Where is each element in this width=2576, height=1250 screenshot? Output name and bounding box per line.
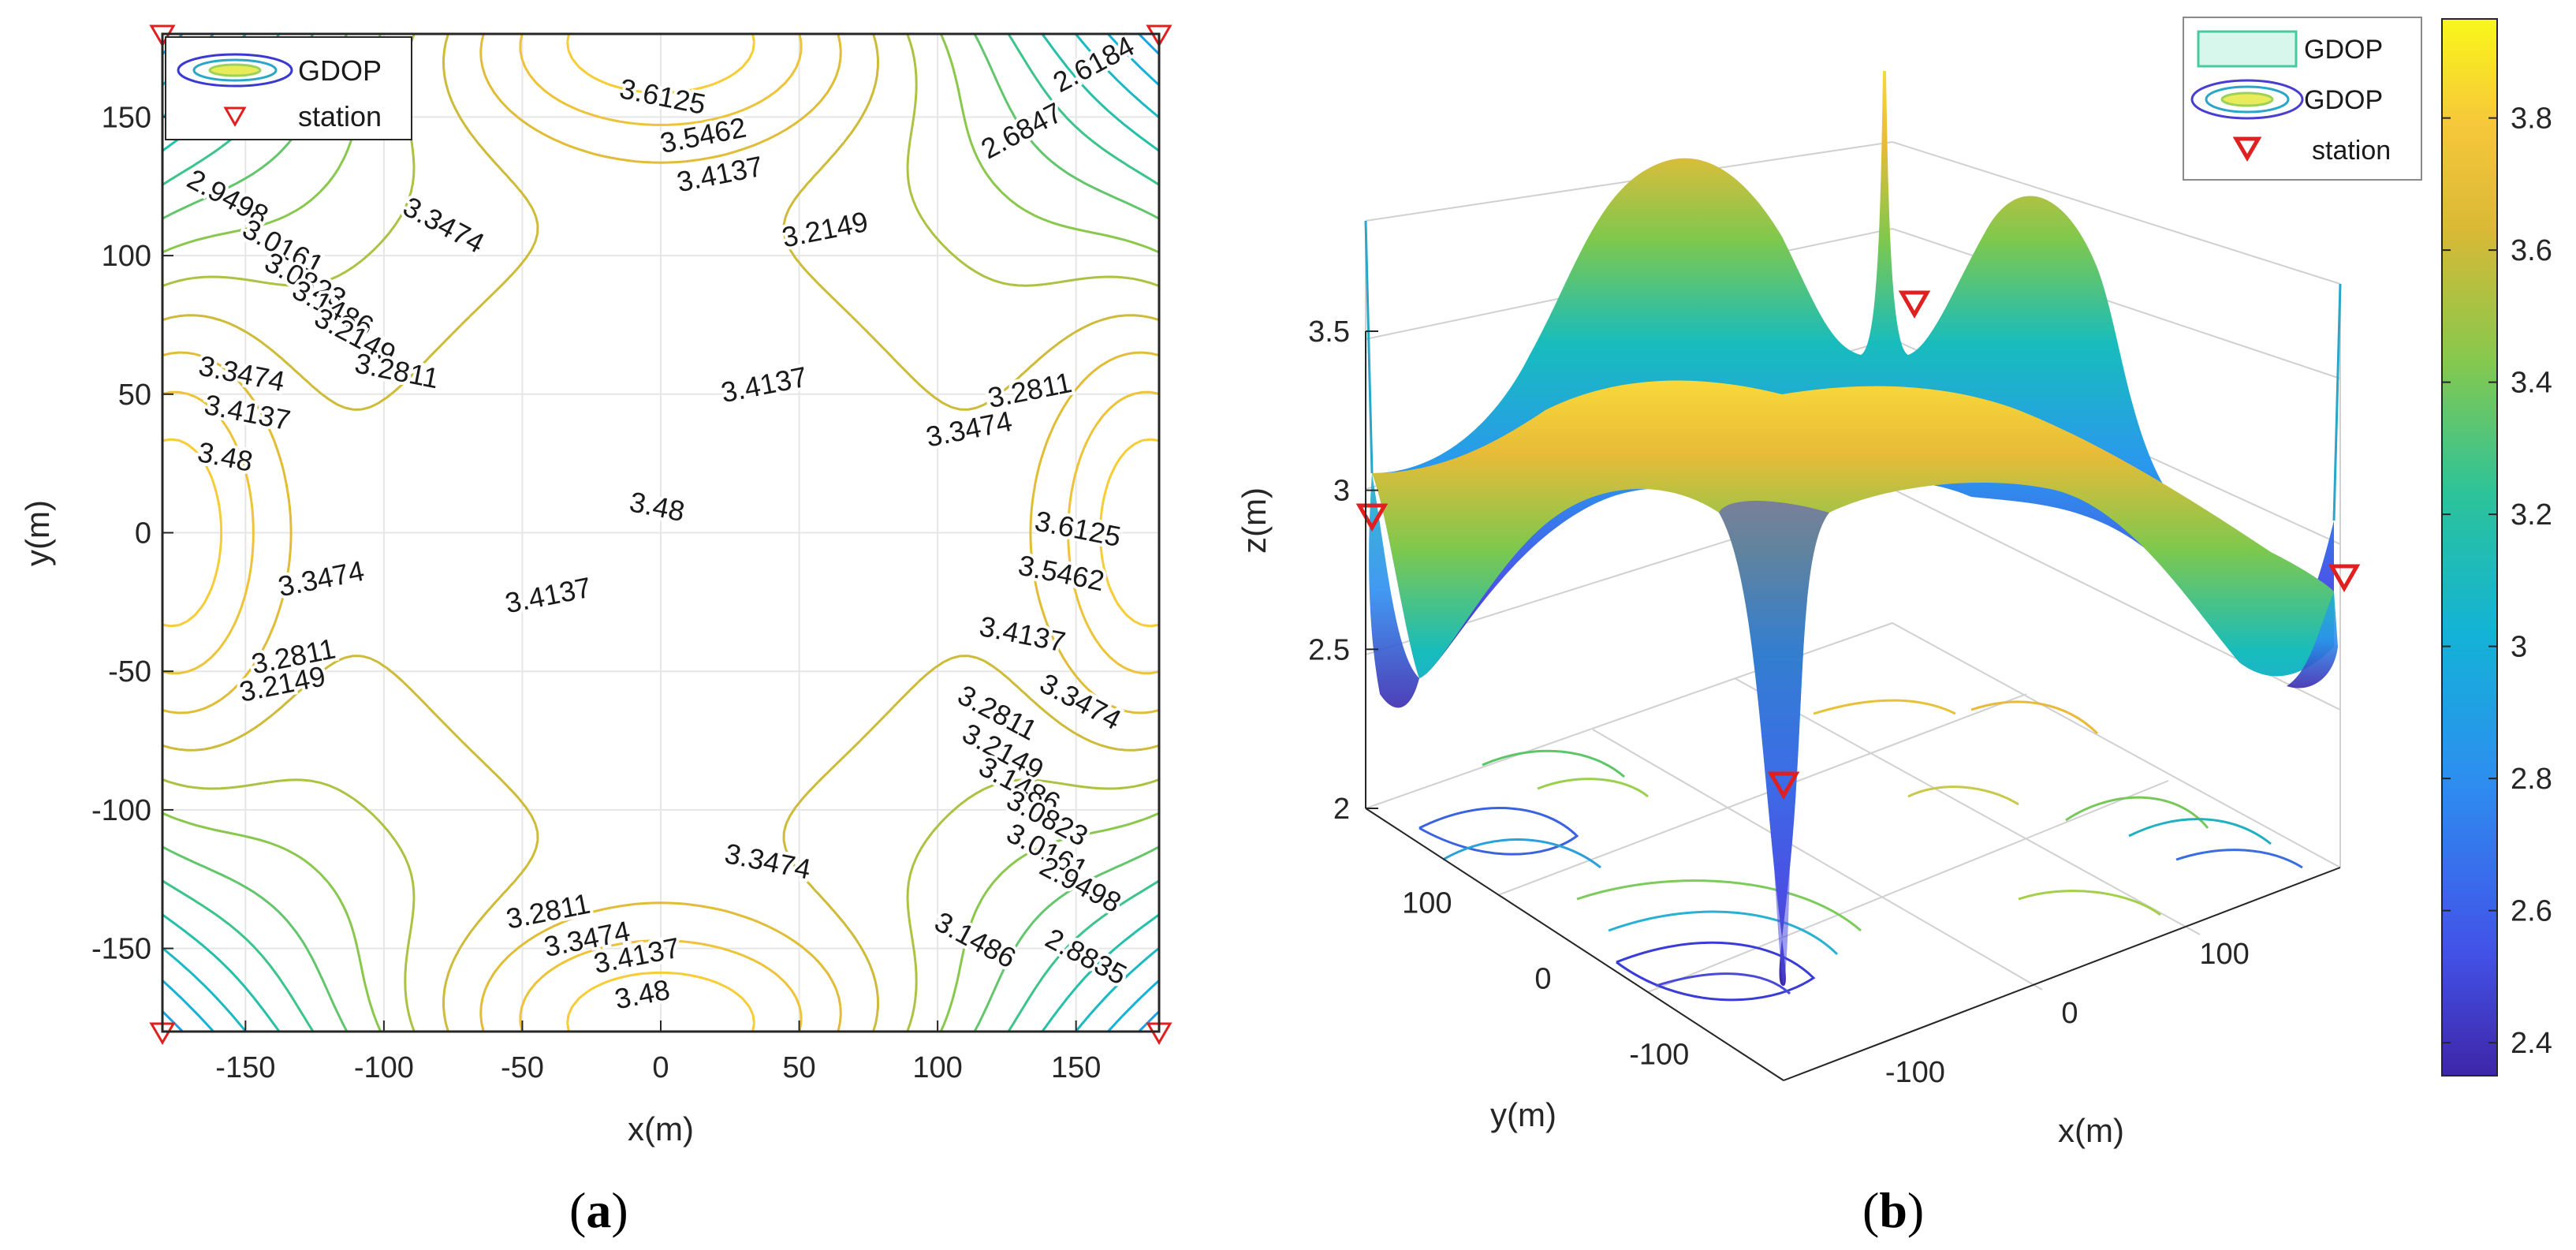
station-marker — [149, 24, 176, 47]
axes-3d-frame — [1365, 141, 2341, 1082]
y-tick-label-a: 100 — [102, 240, 151, 273]
legend-b-gdop-surface-label: GDOP — [2304, 35, 2383, 65]
colorbar-tick-label: 3.6 — [2511, 234, 2552, 267]
caption-a: (a) — [569, 1182, 628, 1238]
stations-b — [1355, 290, 2361, 800]
contour-line — [162, 34, 1159, 1032]
colorbar-tick-label: 2.4 — [2511, 1027, 2552, 1060]
legend-b-gdop-icon — [2190, 79, 2304, 120]
y-tick-label-a: -50 — [108, 655, 151, 688]
legend-b-station-icon — [2232, 136, 2262, 162]
x-tick-label-b: -100 — [1885, 1056, 1945, 1089]
z-tick-label-b: 3 — [1333, 475, 1350, 508]
z-tick-label-b: 2 — [1333, 793, 1350, 826]
legend-gdop-label: GDOP — [298, 54, 382, 87]
legend-b: GDOP GDOP station — [2183, 17, 2422, 181]
y-tick-label-a: -100 — [91, 794, 151, 827]
station-marker-3d — [1898, 290, 1931, 319]
legend-b-station-label: station — [2312, 136, 2391, 166]
contour-line — [162, 34, 1159, 1032]
x-tick-label-a: 150 — [1051, 1051, 1101, 1084]
x-tick-label-a: 100 — [912, 1051, 962, 1084]
floor-contours — [1418, 699, 2303, 1002]
colorbar-ticks: 2.4 2.6 2.8 3 3.2 3.4 3.6 3.8 — [2442, 103, 2552, 1060]
y-tick-label-b: 0 — [1534, 963, 1551, 996]
y-tick-label-a: 0 — [135, 517, 151, 550]
legend-gdop-icon — [177, 53, 293, 88]
y-tick-label-a: 50 — [118, 379, 151, 412]
y-tick-label-a: 150 — [102, 101, 151, 134]
ticks-b: 2 2.5 3 3.5 -100 0 100 -100 0 100 — [1308, 315, 2250, 1089]
z-tick-label-b: 3.5 — [1308, 315, 1350, 349]
station-marker — [1146, 24, 1172, 47]
colorbar-tick-label: 2.8 — [2511, 763, 2552, 796]
colorbar-tick-label: 3.4 — [2511, 367, 2552, 400]
y-tick-label-a: -150 — [91, 933, 151, 966]
x-tick-label-a: -100 — [354, 1051, 414, 1084]
legend-a: GDOP station — [165, 36, 412, 140]
x-tick-label-a: -50 — [501, 1051, 544, 1084]
caption-b: (b) — [1862, 1182, 1925, 1238]
station-marker-3d — [2328, 564, 2361, 593]
z-axis-label-b: z(m) — [1236, 487, 1273, 554]
colorbar-tick-label: 3.2 — [2511, 498, 2552, 532]
grid-a — [162, 34, 1159, 1032]
contour-line — [162, 34, 1159, 1032]
x-tick-label-a: 50 — [782, 1051, 815, 1084]
legend-surface-icon — [2197, 30, 2298, 68]
colorbar-tick-label: 3.8 — [2511, 103, 2552, 136]
y-axis-label-a: y(m) — [19, 500, 56, 566]
contour-line — [162, 34, 1159, 1032]
x-axis-label-a: x(m) — [628, 1110, 694, 1147]
colorbar-tick-label: 2.6 — [2511, 895, 2552, 928]
legend-b-gdop-contour-label: GDOP — [2304, 85, 2383, 115]
y-tick-label-b: 100 — [1402, 887, 1452, 920]
station-marker-3d — [1767, 771, 1800, 800]
z-tick-label-b: 2.5 — [1308, 633, 1350, 666]
y-tick-label-b: -100 — [1629, 1038, 1689, 1071]
axes-3d-lines — [1365, 331, 2341, 1081]
x-tick-label-b: 100 — [2199, 938, 2249, 971]
contour-line — [162, 34, 1159, 1032]
x-tick-label-a: 0 — [652, 1051, 669, 1084]
x-tick-label-a: -150 — [215, 1051, 275, 1084]
x-axis-label-b: x(m) — [2058, 1112, 2124, 1149]
colorbar — [2441, 18, 2498, 1076]
legend-station-icon — [223, 106, 247, 128]
colorbar-tick-label: 3 — [2511, 631, 2527, 664]
ticks-a: -150 -100 -50 0 50 100 150 -150 -100 -50 0 50 100 150 — [91, 101, 1101, 1084]
gdop-surface — [1364, 71, 2342, 987]
legend-station-label: station — [298, 100, 382, 132]
x-tick-label-b: 0 — [2061, 997, 2078, 1030]
y-axis-label-b: y(m) — [1490, 1096, 1556, 1133]
